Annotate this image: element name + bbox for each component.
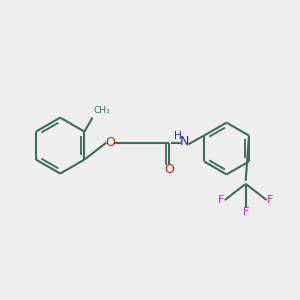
Text: F: F — [267, 195, 273, 205]
Text: O: O — [105, 136, 115, 149]
Text: H: H — [173, 131, 181, 141]
Text: F: F — [242, 207, 249, 217]
Text: O: O — [164, 163, 174, 176]
Text: F: F — [218, 195, 224, 205]
Text: N: N — [180, 135, 189, 148]
Text: CH₃: CH₃ — [94, 106, 111, 115]
